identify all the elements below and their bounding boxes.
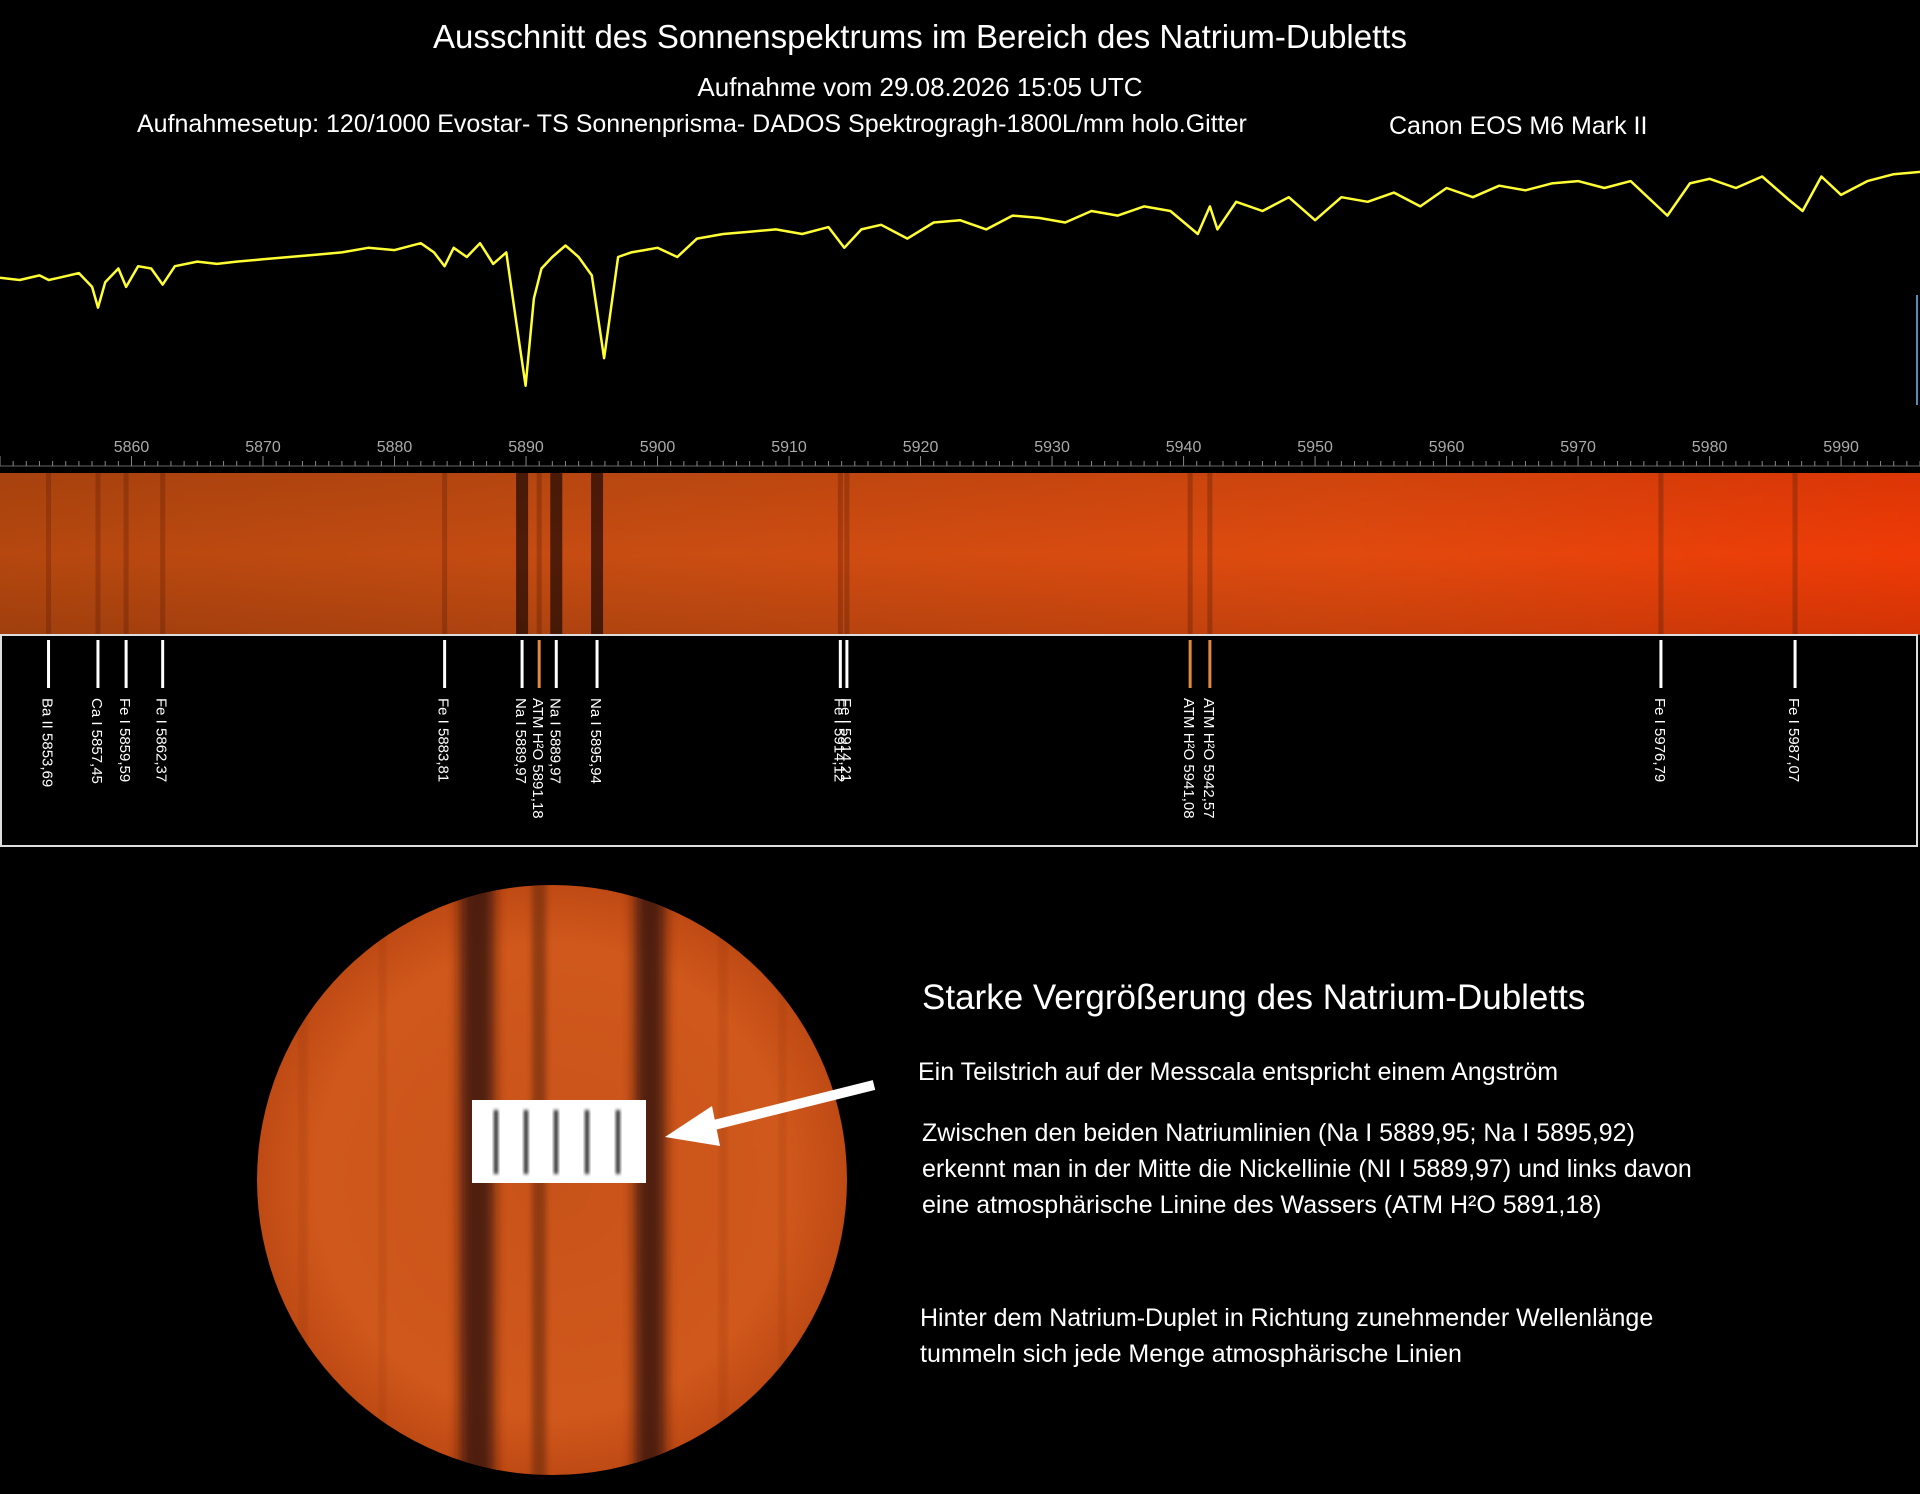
axis-tick-label: 5900 [640,439,676,456]
zoom-title: Starke Vergrößerung des Natrium-Dubletts [922,978,1586,1017]
scale-tick-4 [585,1110,589,1174]
axis-tick-label: 5910 [771,439,807,456]
line-marker-label: ATM H²O 5941,08 [1180,698,1197,819]
measuring-scale [472,1100,646,1183]
line-marker-label: Fe I 5987,07 [1785,698,1802,782]
capture-date: Aufnahme vom 29.08.2026 15:05 UTC [697,72,1143,102]
line-markers: Ba II 5853,69 Ca I 5857,45 Fe I 5859,59 Fe … [39,640,1802,819]
scale-tick-3 [554,1110,558,1174]
line-marker-label: Fe I 5862,37 [153,698,170,782]
wavelength-axis: 5860 5870 5880 5890 5900 5910 5920 5930 5940 5950… [0,439,1920,467]
scale-note: Ein Teilstrich auf der Messcala entspric… [918,1058,1559,1086]
line-marker-label: ATM H²O 5891,18 [529,698,546,819]
spectrum-strip [0,473,1920,635]
axis-tick-label: 5960 [1429,439,1465,456]
line-marker-label: Na I 5889,97 [512,698,529,784]
magnified-texture-4 [780,885,785,1475]
axis-tick-label: 5870 [245,439,281,456]
camera-label: Canon EOS M6 Mark II [1389,112,1648,140]
axis-tick-label: 5940 [1166,439,1202,456]
line-marker-label: Ba II 5853,69 [39,698,56,787]
spectrum-strip-shading [0,473,1920,635]
line-id-panel-border [0,634,1918,847]
axis-tick-label: 5970 [1560,439,1596,456]
magnified-texture-3 [720,885,726,1475]
line-marker-label: Fe I 5914,12 [830,698,847,782]
axis-tick-label: 5990 [1823,439,1859,456]
explanation-paragraph-1: Zwischen den beiden Natriumlinien (Na I … [922,1119,1692,1219]
explanation-paragraph-2: Hinter dem Natrium-Duplet in Richtung zu… [920,1304,1654,1368]
line-marker-label: Na I 5895,94 [587,698,604,784]
arrow-shaft [692,1080,876,1135]
line-marker-label: Fe I 5859,59 [116,698,133,782]
setup-description: Aufnahmesetup: 120/1000 Evostar- TS Sonn… [137,110,1247,138]
arrow-head [665,1106,720,1146]
line-marker-label: Fe I 5883,81 [435,698,452,782]
magnified-texture-2 [380,885,385,1475]
axis-tick-label: 5890 [508,439,544,456]
line-marker-label: ATM H²O 5942,57 [1200,698,1217,819]
magnified-texture-1 [300,885,306,1475]
scale-tick-2 [524,1110,528,1174]
scale-tick-5 [616,1110,620,1174]
axis-tick-label: 5920 [903,439,939,456]
line-marker-label: Fe I 5976,79 [1651,698,1668,782]
pointer-arrow [665,1080,876,1146]
axis-tick-label: 5950 [1297,439,1333,456]
magnified-view [257,885,876,1475]
axis-tick-label: 5860 [114,439,150,456]
line-marker-label: Ca I 5857,45 [88,698,105,784]
spectrum-line-plot [0,170,1920,388]
axis-tick-label: 5930 [1034,439,1070,456]
spectrum-series-1 [0,170,1920,388]
page-title: Ausschnitt des Sonnenspektrums im Bereic… [433,18,1407,55]
line-marker-label: Na I 5889,97 [546,698,563,784]
axis-tick-label: 5980 [1692,439,1728,456]
line-marker-label: Fe I 5914,21 [837,698,854,782]
scale-tick-1 [494,1110,498,1174]
axis-tick-label: 5880 [377,439,413,456]
